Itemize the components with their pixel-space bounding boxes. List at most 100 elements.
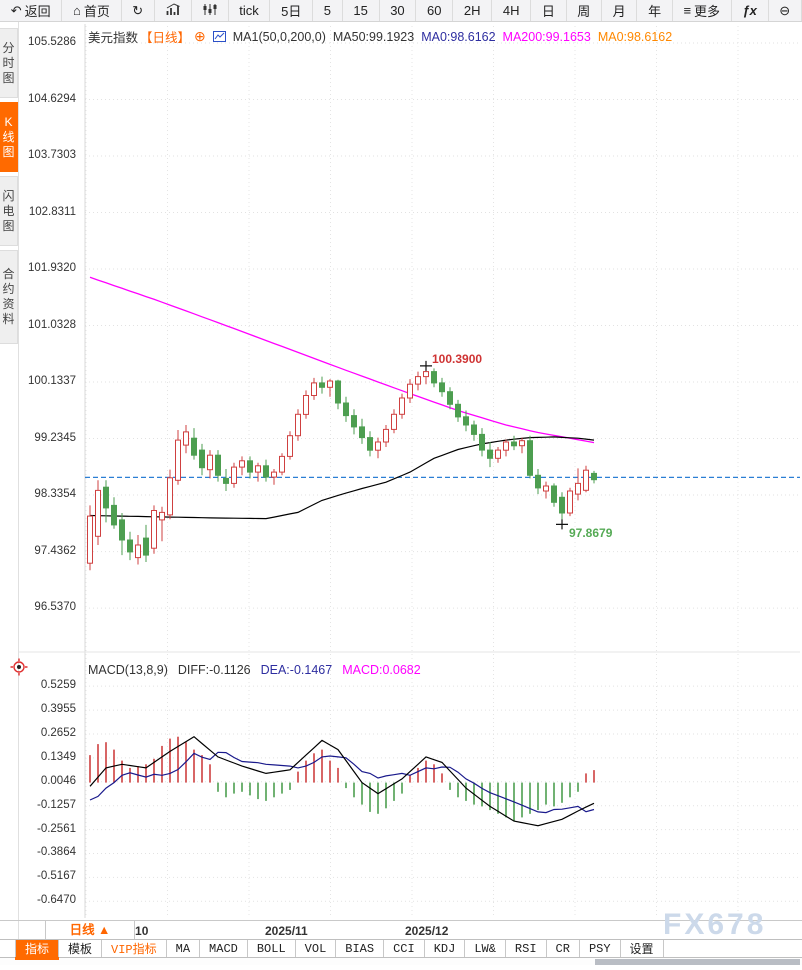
toolbar-4h-button[interactable]: 4H: [492, 0, 532, 21]
chart-canvas: [0, 22, 802, 970]
top-toolbar: ↶ 返回 ⌂ 首页 ↻ tick 5日 5 15 30 60 2H 4H 日周月年 ≡ 更多 ƒx ⊖: [0, 0, 802, 22]
macd-axis-label: -0.2561: [36, 822, 76, 835]
price-axis-label: 102.8311: [28, 205, 76, 218]
price-axis-label: 101.0328: [28, 318, 76, 331]
toolbar-back-button[interactable]: ↶ 返回: [0, 0, 63, 21]
bar-chart-icon: [166, 3, 181, 18]
price-axis-label: 97.4362: [34, 544, 76, 557]
toolbar-week-button[interactable]: 周: [567, 0, 602, 21]
sidebar-divider: [18, 22, 19, 939]
toolbar-more-button[interactable]: ≡ 更多: [673, 0, 732, 21]
indicator-bias-button[interactable]: BIAS: [336, 940, 385, 957]
indicator-settings-button[interactable]: 设置: [621, 940, 664, 957]
toolbar-home-label: 首页: [83, 4, 110, 19]
refresh-icon: ↻: [132, 3, 144, 18]
interval-label: 【日线】: [140, 31, 191, 45]
indicator-macd-button[interactable]: MACD: [200, 940, 248, 957]
toolbar-30min-label: 30: [390, 3, 405, 18]
high-annotation: 100.3900: [432, 351, 483, 366]
indicator-lw-button[interactable]: LW&: [465, 940, 506, 957]
price-axis-label: 100.1337: [28, 375, 76, 388]
indicator-kdj-button[interactable]: KDJ: [425, 940, 466, 957]
sidebar-tab-lightning-chart[interactable]: 闪电图: [0, 176, 18, 246]
time-axis-label: 2025/12: [405, 924, 449, 938]
toolbar-week-label: 周: [577, 4, 591, 19]
price-axis-label: 101.9320: [28, 262, 76, 275]
indicator-psy-button[interactable]: PSY: [580, 940, 621, 957]
toolbar-5min-button[interactable]: 5: [313, 0, 343, 21]
sidebar-tab-contract-info[interactable]: 合约资料: [0, 250, 18, 344]
price-axis-label: 96.5370: [34, 601, 76, 614]
toolbar-back-label: 返回: [24, 4, 51, 19]
horizontal-scrollbar-thumb[interactable]: [595, 959, 800, 965]
indicator-rsi-button[interactable]: RSI: [506, 940, 547, 957]
toolbar-candle-settings-button[interactable]: [192, 0, 229, 21]
chart-bottom-border: [0, 920, 802, 921]
toolbar-30min-button[interactable]: 30: [380, 0, 417, 21]
indicator-cr-button[interactable]: CR: [547, 940, 580, 957]
toolbar-60min-button[interactable]: 60: [416, 0, 454, 21]
toolbar-15min-label: 15: [353, 3, 368, 18]
toolbar-year-button[interactable]: 年: [637, 0, 673, 21]
main-legend: 美元指数 【日线】 ⊕ MA1(50,0,200,0) MA50:99.1923 M…: [88, 27, 672, 46]
toolbar-month-label: 月: [612, 4, 626, 19]
toolbar-tick-button[interactable]: tick: [229, 0, 271, 21]
ma50-value: MA50:99.1923: [332, 29, 415, 44]
toolbar-day-button[interactable]: 日: [531, 0, 567, 21]
watermark: FX678: [663, 908, 767, 941]
toolbar-15min-button[interactable]: 15: [343, 0, 380, 21]
macd-axis-label: -0.5167: [36, 870, 76, 883]
macd-diff-value: DIFF:-0.1126: [177, 663, 251, 677]
toolbar-fx-functions-button[interactable]: ƒx: [732, 0, 769, 21]
toolbar-5day-button[interactable]: 5日: [270, 0, 314, 21]
toolbar-zoom-out-button[interactable]: ⊖: [769, 0, 802, 21]
macd-axis-label: -0.1257: [36, 798, 76, 811]
toolbar-5day-label: 5日: [281, 4, 302, 19]
fx-icon: ƒx: [742, 3, 757, 18]
indicator-indicators-button[interactable]: 指标: [15, 940, 60, 957]
toolbar-day-label: 日: [541, 4, 555, 19]
indicator-cci-button[interactable]: CCI: [384, 940, 425, 957]
toolbar-bar-chart-button[interactable]: [155, 0, 193, 21]
macd-macd-value: MACD:0.0682: [342, 663, 421, 677]
add-indicator-icon[interactable]: ⊕: [194, 28, 206, 44]
indicator-ma-button[interactable]: MA: [167, 940, 201, 957]
macd-axis-label: 0.0046: [40, 774, 76, 787]
toolbar-more-label: 更多: [694, 4, 721, 19]
macd-axis-label: 0.1349: [40, 750, 76, 763]
candles-icon: [203, 3, 217, 18]
line-chart-icon: [212, 31, 226, 42]
toolbar-month-button[interactable]: 月: [602, 0, 638, 21]
indicator-toolbar: 指标 模板 VIP指标 MA MACD BOLL VOL BIAS CCI KDJ LW& RSI CR…: [0, 939, 802, 958]
back-icon: ↶: [10, 3, 22, 18]
toolbar-5min-label: 5: [323, 3, 331, 18]
price-axis-label: 99.2345: [34, 431, 76, 444]
indicator-boll-button[interactable]: BOLL: [248, 940, 296, 957]
indicator-vip-indicators-button[interactable]: VIP指标: [102, 940, 167, 957]
toolbar-4h-label: 4H: [502, 3, 520, 18]
macd-axis-label: 0.2652: [40, 726, 76, 739]
ma200-value: MA200:99.1653: [502, 29, 591, 44]
bottom-strip: [0, 958, 802, 965]
toolbar-2h-button[interactable]: 2H: [453, 0, 493, 21]
chart-region[interactable]: 美元指数 【日线】 ⊕ MA1(50,0,200,0) MA50:99.1923 M…: [0, 22, 802, 920]
toolbar-refresh-button[interactable]: ↻: [122, 0, 155, 21]
toolbar-2h-label: 2H: [463, 3, 481, 18]
price-axis-label: 104.6294: [28, 92, 76, 105]
toolbar-home-button[interactable]: ⌂ 首页: [62, 0, 122, 21]
indicator-vol-button[interactable]: VOL: [296, 940, 337, 957]
price-axis-label: 103.7303: [28, 149, 76, 161]
toolbar-60min-label: 60: [427, 3, 442, 18]
macd-axis-label: -0.3864: [36, 846, 76, 859]
period-selector[interactable]: 日线 ▲: [45, 921, 135, 939]
macd-settings-label: MACD(13,8,9): [88, 663, 168, 677]
home-icon: ⌂: [72, 3, 81, 18]
target-icon: [10, 658, 28, 681]
macd-axis-label: 0.5259: [40, 679, 76, 692]
macd-axis-label: -0.6470: [36, 894, 76, 907]
indicator-templates-button[interactable]: 模板: [59, 940, 103, 957]
sidebar-tab-time-chart[interactable]: 分时图: [0, 28, 18, 98]
ma0-orange-value: MA0:98.6162: [597, 29, 673, 44]
menu-icon: ≡: [683, 3, 692, 18]
